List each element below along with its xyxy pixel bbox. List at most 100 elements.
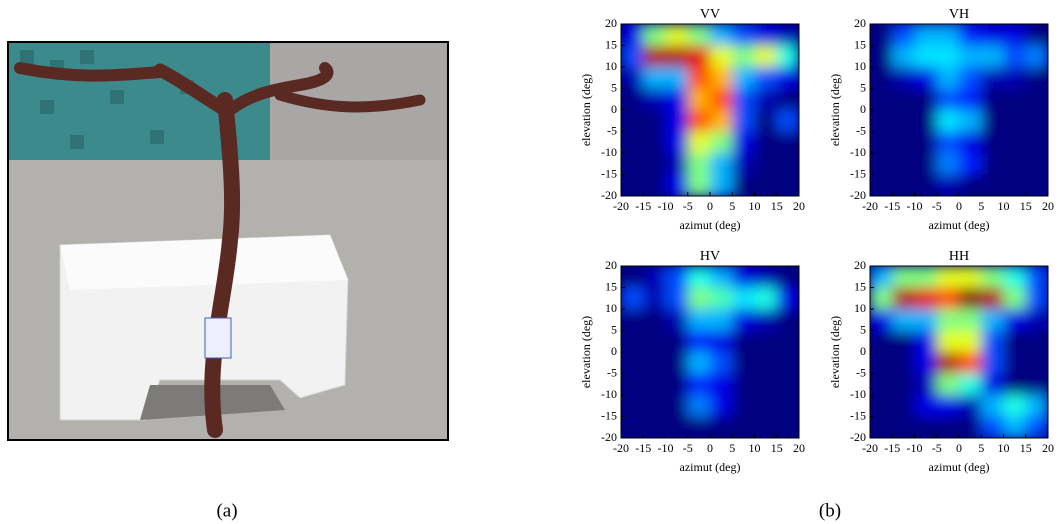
heatmap-cell — [936, 153, 960, 175]
heatmap-cell — [1003, 330, 1027, 353]
x-tick-label: -10 — [658, 441, 674, 455]
heatmap-cell — [776, 153, 799, 175]
heatmap-cell — [643, 330, 666, 353]
heatmap-cell — [776, 45, 799, 68]
y-tick-label: -15 — [601, 166, 617, 180]
y-tick-label: -20 — [601, 188, 617, 202]
heatmap-cell — [959, 352, 982, 374]
y-axis-label: elevation (deg) — [828, 74, 842, 146]
heatmap-cell — [936, 352, 960, 374]
heatmap-cell — [687, 352, 711, 374]
heatmap-cell — [621, 24, 644, 46]
heatmap-cell — [914, 24, 938, 46]
heatmap-cell — [870, 45, 893, 68]
x-tick-label: -20 — [613, 199, 629, 213]
heatmap-cell — [1025, 266, 1048, 288]
heatmap-cell — [870, 373, 893, 396]
heatmap-cell — [732, 67, 755, 89]
heatmap-cell — [710, 395, 733, 417]
heatmap-cell — [754, 110, 778, 132]
heatmap-cell — [621, 110, 644, 132]
heatmap-cell — [687, 266, 711, 288]
heatmap-cell — [732, 395, 755, 417]
heatmap-cell — [1025, 395, 1048, 417]
heatmap-cell — [959, 88, 982, 111]
heatmap-cell — [687, 330, 711, 353]
heatmap-cell — [643, 88, 666, 111]
heatmap-cell — [754, 153, 778, 175]
heatmap-cell — [892, 330, 915, 353]
heatmap-cell — [1003, 24, 1027, 46]
heatmap-cell — [665, 110, 689, 132]
heatmap-cell — [1003, 373, 1027, 396]
heatmap-cell — [687, 309, 711, 331]
heatmap-cell — [710, 110, 733, 132]
heatmap-cell — [665, 266, 689, 288]
heatmap-cell — [687, 395, 711, 417]
heatmap-cell — [959, 110, 982, 132]
heatmap-cell — [732, 266, 755, 288]
y-tick-label: 20 — [854, 16, 866, 30]
heatmap-cell — [914, 395, 938, 417]
heatmap-cell — [621, 174, 644, 196]
heatmap-cell — [754, 67, 778, 89]
heatmap — [621, 24, 799, 196]
x-tick-label: -20 — [613, 441, 629, 455]
heatmap-cell — [936, 309, 960, 331]
heatmap-cell — [687, 88, 711, 111]
heatmap — [621, 266, 799, 438]
heatmap-cell — [732, 110, 755, 132]
heatmap-cell — [710, 174, 733, 196]
heatmap-cell — [981, 131, 1004, 154]
heatmap-cell — [892, 45, 915, 68]
heatmap-cell — [754, 266, 778, 288]
heatmap-cell — [870, 395, 893, 417]
heatmap-cell — [914, 45, 938, 68]
heatmap-cell — [936, 67, 960, 89]
x-tick-label: -15 — [884, 441, 900, 455]
heatmap-cell — [776, 174, 799, 196]
x-axis-label: azimut (deg) — [680, 218, 741, 232]
heatmap-cell — [643, 131, 666, 154]
y-tick-label: -5 — [856, 365, 866, 379]
heatmap-cell — [981, 110, 1004, 132]
heatmap-cell — [1003, 287, 1027, 310]
heatmap-cell — [776, 88, 799, 111]
heatmap-cell — [643, 174, 666, 196]
heatmap-cell — [870, 352, 893, 374]
heatmap-cell — [1025, 153, 1048, 175]
heatmap-cell — [870, 266, 893, 288]
heatmap-cell — [981, 45, 1004, 68]
x-tick-label: -5 — [932, 199, 942, 213]
heatmap-cell — [981, 395, 1004, 417]
heatmap-cell — [981, 373, 1004, 396]
heatmap-cell — [892, 287, 915, 310]
heatmap-cell — [710, 352, 733, 374]
heatmap-cell — [621, 153, 644, 175]
heatmap-cell — [1003, 45, 1027, 68]
heatmap-cell — [870, 309, 893, 331]
heatmap-cell — [959, 174, 982, 196]
y-tick-label: -5 — [856, 123, 866, 137]
heatmap-cell — [776, 309, 799, 331]
heatmap-cell — [643, 309, 666, 331]
heatmap-cell — [1003, 174, 1027, 196]
y-tick-label: 10 — [854, 301, 866, 315]
heatmap-cell — [643, 287, 666, 310]
heatmap-cell — [776, 352, 799, 374]
heatmap-cell — [665, 174, 689, 196]
heatmap-cell — [732, 131, 755, 154]
heatmap-cell — [892, 110, 915, 132]
heatmap-cell — [732, 24, 755, 46]
heatmap-cell — [892, 373, 915, 396]
heatmap-cell — [710, 24, 733, 46]
heatmap-cell — [710, 45, 733, 68]
heatmap-cell — [1025, 174, 1048, 196]
heatmap-cell — [687, 287, 711, 310]
heatmap-cell — [687, 45, 711, 68]
heatmap-cell — [643, 373, 666, 396]
heatmap-cell — [665, 153, 689, 175]
heatmap-cell — [959, 395, 982, 417]
heatmap-cell — [1003, 266, 1027, 288]
heatmap-cell — [981, 309, 1004, 331]
